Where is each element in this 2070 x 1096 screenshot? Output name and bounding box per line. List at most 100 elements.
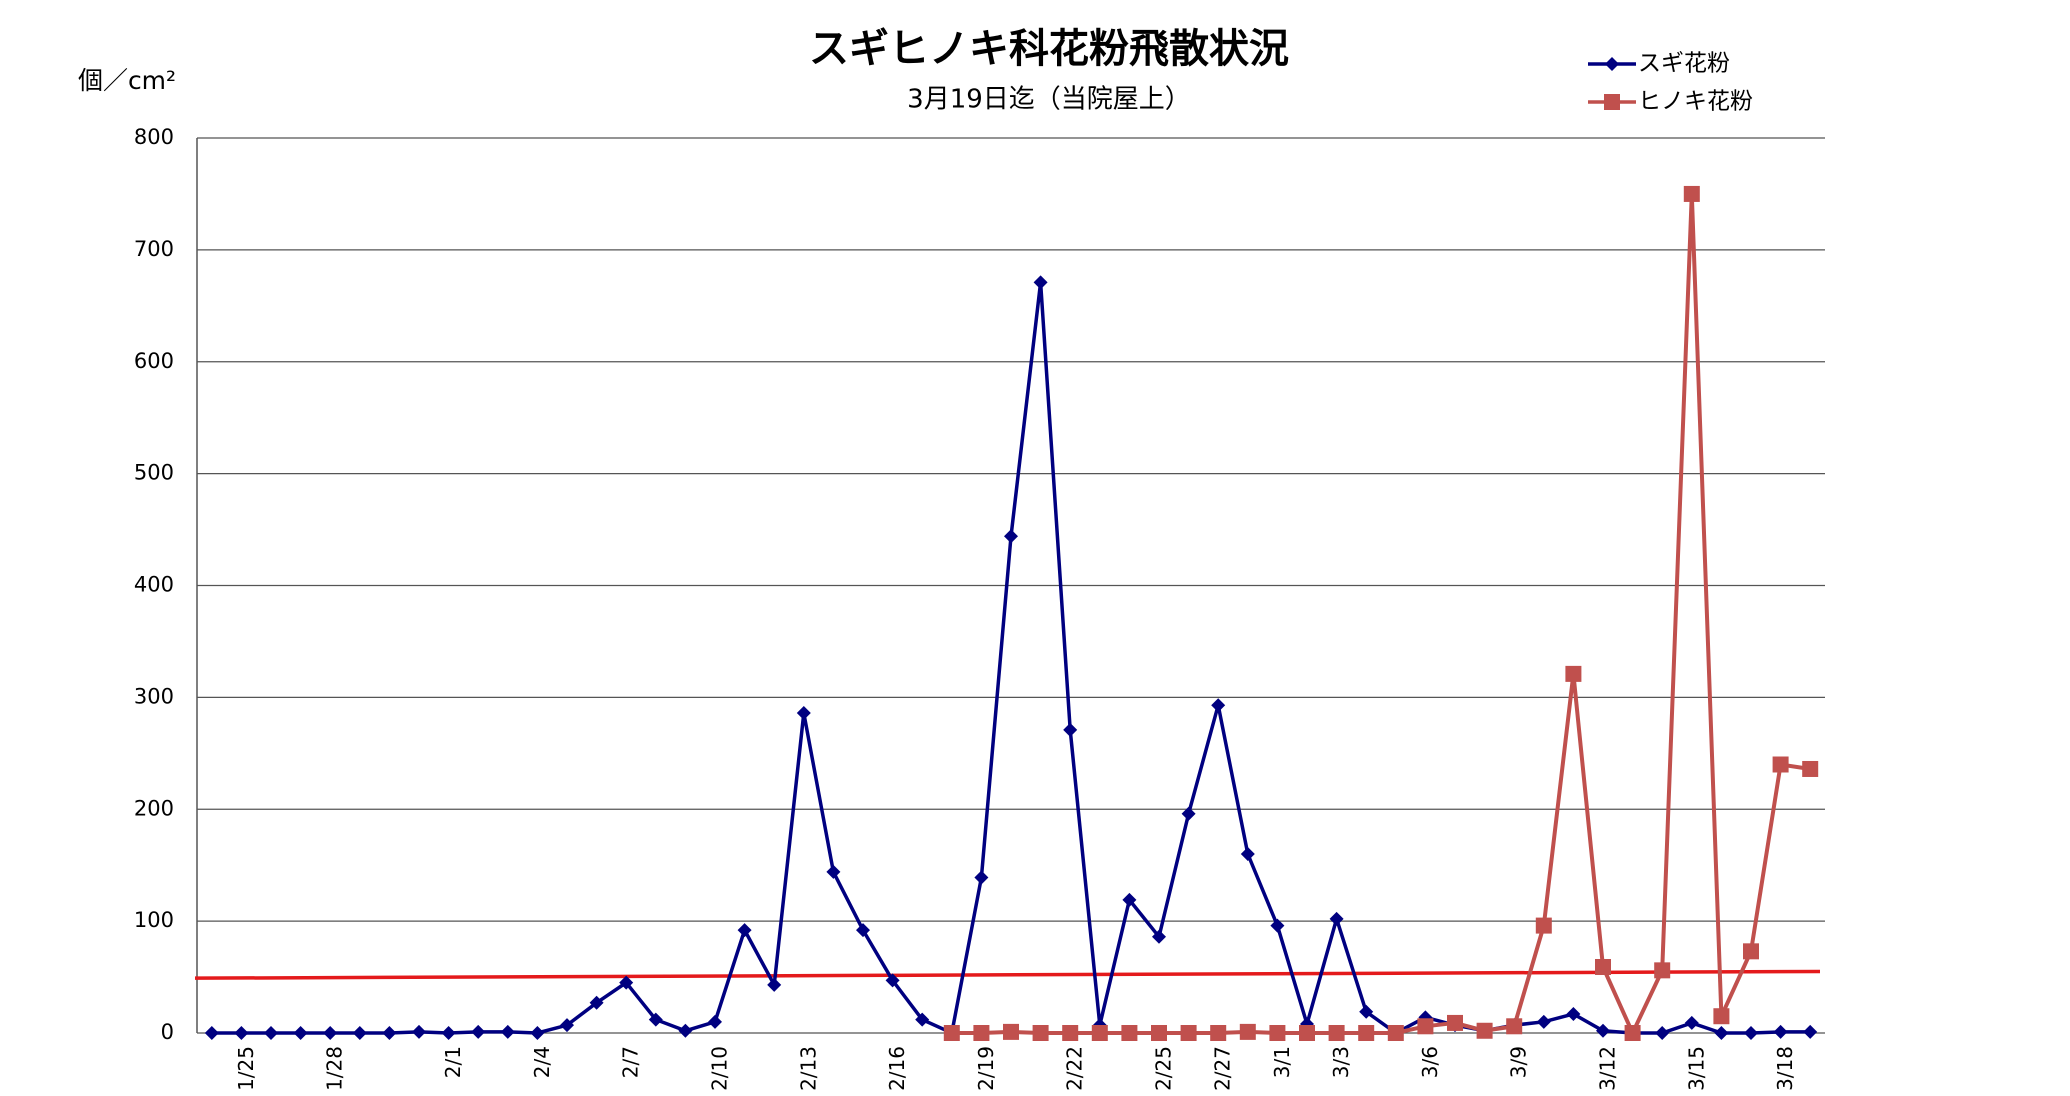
data-point [1624,1025,1641,1041]
data-point [204,1026,219,1040]
x-tick-label: 2/1 [441,1046,465,1078]
data-point [323,1026,338,1040]
data-point [1713,1008,1730,1025]
x-tick-label: 2/22 [1063,1046,1087,1091]
data-point [500,1024,515,1039]
data-point [1654,962,1671,979]
data-point [412,1024,426,1039]
data-point [1151,1025,1167,1041]
data-point [1476,1022,1493,1039]
data-point [1772,756,1789,773]
data-point [1684,1015,1699,1030]
data-point [1003,1023,1019,1040]
data-point [1566,1006,1581,1021]
data-point [234,1026,249,1040]
data-point [1744,1026,1758,1040]
data-point [1683,185,1700,202]
legend-label: ヒノキ花粉 [1638,89,1753,115]
data-point [1210,1025,1227,1041]
y-tick-label: 400 [134,573,174,597]
data-point [1743,943,1759,960]
x-tick-label: 3/3 [1329,1046,1353,1078]
data-point [1091,1025,1108,1041]
data-point [648,1012,663,1027]
data-point [1063,722,1078,737]
data-point [293,1026,308,1040]
legend-marker [1605,57,1619,71]
data-point [1535,917,1552,934]
data-point [1714,1026,1729,1040]
data-point [1121,1025,1138,1041]
x-tick-label: 2/19 [974,1046,998,1091]
y-tick-label: 500 [134,461,174,485]
x-tick-label: 1/25 [234,1046,258,1091]
data-point [1359,1004,1374,1019]
data-point [767,977,782,992]
x-tick-label: 3/9 [1507,1046,1531,1078]
data-point [1270,918,1285,933]
legend-label: スギ花粉 [1638,51,1730,77]
y-tick-label: 200 [134,796,174,820]
data-point [382,1026,397,1040]
x-tick-label: 3/1 [1270,1046,1294,1078]
data-point [737,923,752,938]
data-point [708,1014,722,1029]
x-tick-label: 3/18 [1773,1046,1797,1091]
data-point [1211,698,1226,713]
y-tick-label: 800 [134,125,174,149]
series-line [211,282,1811,1036]
data-point [1240,847,1255,861]
data-point [1387,1025,1404,1041]
data-point [974,870,989,885]
data-point [1773,1024,1788,1039]
data-point [1565,665,1582,682]
data-point [796,706,811,721]
data-point [1328,1025,1345,1041]
x-tick-label: 2/25 [1152,1046,1176,1091]
y-tick-label: 300 [134,684,174,708]
data-point [1595,958,1611,975]
data-point [1596,1023,1610,1038]
data-point [1447,1014,1463,1031]
data-point [1506,1018,1523,1035]
reference-line [194,969,1821,980]
data-point [885,973,900,988]
data-point [1181,806,1196,821]
x-tick-label: 2/4 [530,1046,554,1078]
data-point [352,1026,367,1040]
data-point [1004,529,1018,544]
series-line [951,193,1811,1038]
data-point [915,1012,930,1027]
x-tick-label: 3/15 [1684,1046,1708,1091]
x-tick-label: 1/28 [323,1046,347,1091]
y-tick-label: 600 [134,349,174,373]
data-point [678,1023,693,1038]
data-point [1802,760,1819,777]
data-point [619,975,634,990]
y-tick-label: 700 [134,237,174,261]
data-point [264,1026,278,1040]
data-point [589,995,604,1010]
data-point [1062,1025,1079,1041]
data-point [826,864,841,879]
data-point [1803,1024,1818,1039]
data-point [1122,892,1137,907]
chart-subtitle: 3月19日迄（当院屋上） [907,85,1191,115]
y-tick-label: 0 [161,1020,174,1044]
x-tick-label: 2/13 [796,1046,820,1091]
chart-title: スギヒノキ科花粉飛散状況 [809,26,1289,72]
data-point [856,923,870,938]
data-point [1299,1025,1315,1041]
data-point [471,1024,486,1039]
data-point [1358,1025,1375,1041]
x-tick-label: 2/7 [619,1046,643,1078]
x-tick-label: 3/6 [1418,1046,1442,1078]
data-point [1180,1025,1197,1041]
data-point [1033,275,1048,290]
data-point [1032,1025,1049,1041]
data-point [1655,1026,1670,1040]
x-tick-label: 2/10 [708,1046,732,1091]
y-axis-label: 個／cm² [78,66,176,95]
data-point [441,1026,456,1040]
